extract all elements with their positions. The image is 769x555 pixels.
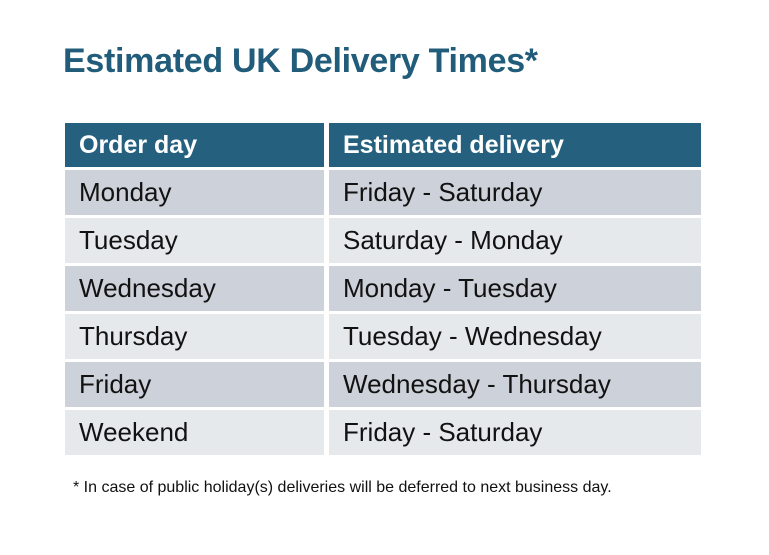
order-day-cell: Friday (65, 362, 324, 407)
order-day-cell: Weekend (65, 410, 324, 455)
footnote: * In case of public holiday(s) deliverie… (73, 479, 612, 496)
delivery-cell: Monday - Tuesday (329, 266, 701, 311)
column-header-estimated-delivery: Estimated delivery (329, 123, 701, 167)
delivery-cell: Saturday - Monday (329, 218, 701, 263)
delivery-cell: Friday - Saturday (329, 410, 701, 455)
order-day-cell: Thursday (65, 314, 324, 359)
order-day-cell: Monday (65, 170, 324, 215)
delivery-cell: Friday - Saturday (329, 170, 701, 215)
delivery-times-table: Order day Estimated delivery Monday Frid… (65, 123, 701, 455)
column-header-order-day: Order day (65, 123, 324, 167)
page-title: Estimated UK Delivery Times* (63, 42, 538, 80)
delivery-cell: Wednesday - Thursday (329, 362, 701, 407)
order-day-cell: Tuesday (65, 218, 324, 263)
delivery-cell: Tuesday - Wednesday (329, 314, 701, 359)
order-day-cell: Wednesday (65, 266, 324, 311)
